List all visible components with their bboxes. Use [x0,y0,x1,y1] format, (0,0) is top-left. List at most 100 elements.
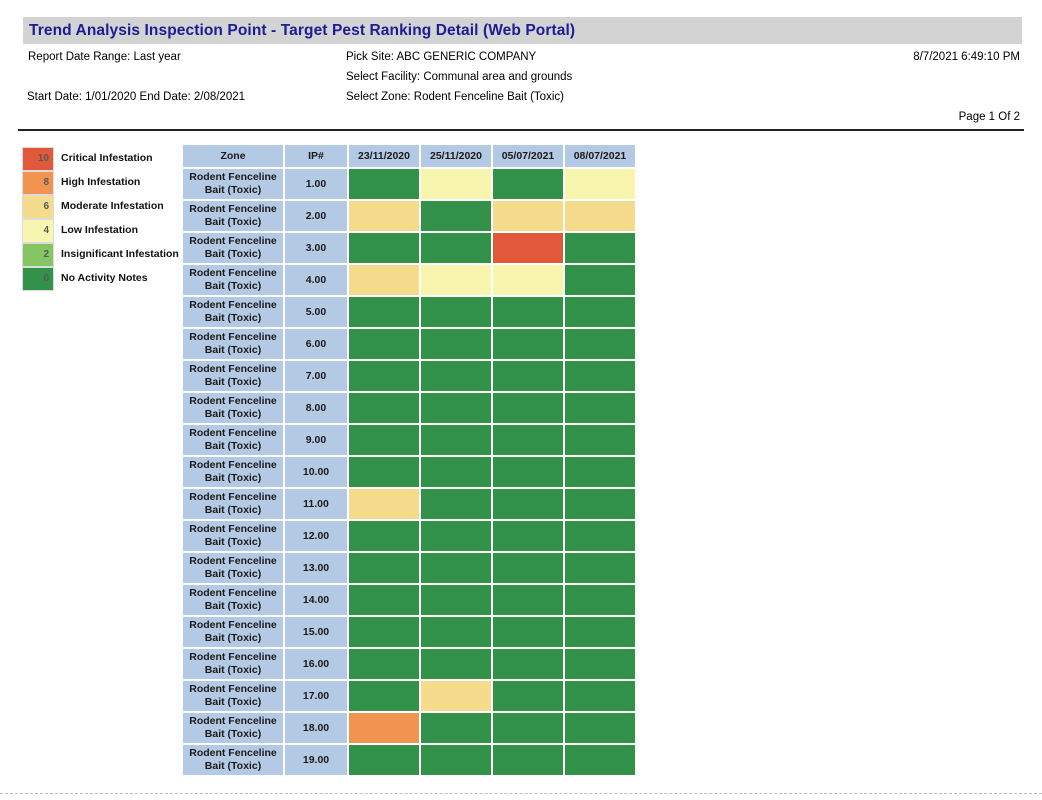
table-row: Rodent Fenceline Bait (Toxic) 9.00 [183,425,635,455]
ranking-cell [565,745,635,775]
ranking-cell [493,617,563,647]
ranking-cell [565,361,635,391]
ranking-cell [421,201,491,231]
page-title: Trend Analysis Inspection Point - Target… [29,21,576,39]
ranking-cell [349,169,419,199]
ranking-cell [565,329,635,359]
ranking-cell [565,425,635,455]
report-title-bar: Trend Analysis Inspection Point - Target… [23,17,1022,44]
ranking-cell [421,169,491,199]
legend-value: 8 [43,177,49,188]
ranking-cell [493,745,563,775]
ranking-cell [493,297,563,327]
ranking-cell [421,617,491,647]
ranking-cell [349,201,419,231]
ranking-cell [565,585,635,615]
ip-cell: 4.00 [285,265,347,295]
ranking-cell [565,393,635,423]
ip-cell: 17.00 [285,681,347,711]
column-header: 25/11/2020 [421,145,491,167]
trend-table: Zone IP# 23/11/2020 25/11/2020 05/07/2021 08/… [181,143,637,777]
legend-swatch: 2 [22,242,54,267]
ip-cell: 5.00 [285,297,347,327]
ip-cell: 2.00 [285,201,347,231]
ip-cell: 8.00 [285,393,347,423]
pick-site: Pick Site: ABC GENERIC COMPANY [346,51,537,63]
ranking-cell [421,361,491,391]
zone-cell: Rodent Fenceline Bait (Toxic) [183,713,283,743]
legend-item: 6 Moderate Infestation [22,194,179,219]
legend-value: 6 [43,201,49,212]
ranking-cell [493,425,563,455]
ranking-cell [349,617,419,647]
legend: 10 Critical Infestation 8 High Infestation 6… [22,146,179,291]
legend-swatch: 4 [22,218,54,243]
legend-swatch: 6 [22,194,54,219]
select-facility: Select Facility: Communal area and groun… [346,71,573,83]
zone-cell: Rodent Fenceline Bait (Toxic) [183,297,283,327]
ranking-cell [493,361,563,391]
ip-cell: 9.00 [285,425,347,455]
legend-label: High Infestation [61,176,141,188]
ranking-cell [565,649,635,679]
zone-cell: Rodent Fenceline Bait (Toxic) [183,201,283,231]
ranking-cell [565,201,635,231]
legend-value: 10 [37,153,49,164]
ranking-cell [421,393,491,423]
ranking-cell [349,585,419,615]
ranking-cell [421,745,491,775]
ip-cell: 1.00 [285,169,347,199]
column-header: Zone [183,145,283,167]
page-break-line [0,793,1042,794]
ranking-cell [565,297,635,327]
table-row: Rodent Fenceline Bait (Toxic) 14.00 [183,585,635,615]
zone-cell: Rodent Fenceline Bait (Toxic) [183,553,283,583]
ranking-cell [421,681,491,711]
legend-label: No Activity Notes [61,272,148,284]
zone-cell: Rodent Fenceline Bait (Toxic) [183,649,283,679]
ranking-cell [493,649,563,679]
column-header: 05/07/2021 [493,145,563,167]
ranking-cell [493,457,563,487]
zone-cell: Rodent Fenceline Bait (Toxic) [183,233,283,263]
zone-cell: Rodent Fenceline Bait (Toxic) [183,745,283,775]
ranking-cell [421,489,491,519]
legend-item: 8 High Infestation [22,170,179,195]
ranking-cell [421,297,491,327]
ip-cell: 18.00 [285,713,347,743]
legend-item: 2 Insignificant Infestation [22,242,179,267]
ranking-cell [349,681,419,711]
ranking-cell [565,521,635,551]
ranking-cell [493,393,563,423]
ranking-cell [493,489,563,519]
ranking-cell [565,233,635,263]
zone-cell: Rodent Fenceline Bait (Toxic) [183,329,283,359]
ranking-cell [565,681,635,711]
ranking-cell [493,713,563,743]
ranking-cell [421,521,491,551]
ranking-cell [565,169,635,199]
legend-value: 0 [43,273,49,284]
ranking-cell [421,457,491,487]
zone-cell: Rodent Fenceline Bait (Toxic) [183,169,283,199]
ranking-cell [565,265,635,295]
ranking-cell [421,649,491,679]
table-row: Rodent Fenceline Bait (Toxic) 8.00 [183,393,635,423]
zone-cell: Rodent Fenceline Bait (Toxic) [183,521,283,551]
ranking-cell [421,425,491,455]
legend-item: 0 No Activity Notes [22,266,179,291]
ranking-cell [565,457,635,487]
table-row: Rodent Fenceline Bait (Toxic) 4.00 [183,265,635,295]
ranking-cell [349,265,419,295]
zone-cell: Rodent Fenceline Bait (Toxic) [183,681,283,711]
ranking-cell [349,489,419,519]
legend-label: Low Infestation [61,224,138,236]
ranking-cell [349,521,419,551]
legend-swatch: 8 [22,170,54,195]
select-zone: Select Zone: Rodent Fenceline Bait (Toxi… [346,91,564,103]
legend-value: 4 [43,225,49,236]
table-row: Rodent Fenceline Bait (Toxic) 3.00 [183,233,635,263]
legend-item: 10 Critical Infestation [22,146,179,171]
ip-cell: 12.00 [285,521,347,551]
